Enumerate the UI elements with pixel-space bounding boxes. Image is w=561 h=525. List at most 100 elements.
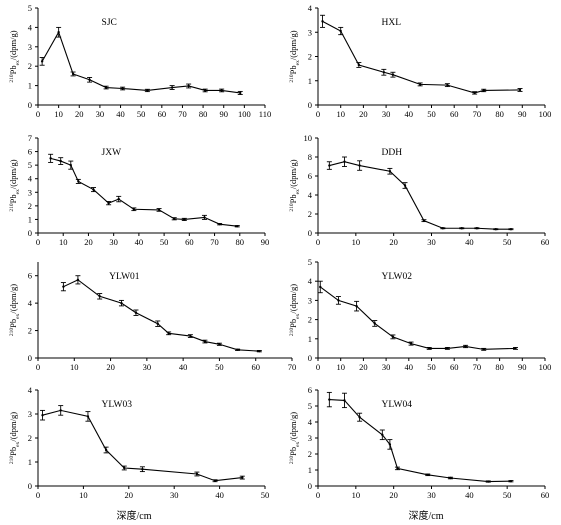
data-point [426,473,429,476]
data-point [337,299,340,302]
x-tick-label: 30 [170,490,179,500]
chart-panel-ylw02: 0 10 20 30 40 50 60 70 80 90 100 0 1 2 3 4 5 210Pbex/(dpm… [288,257,551,372]
x-tick-label: 0 [316,237,320,247]
series-line [41,30,241,94]
y-tick-label: 2 [308,52,312,62]
y-tick-label: 1 [308,465,312,475]
data-point [167,332,170,335]
x-tick-label: 10 [79,490,88,500]
y-tick-label: 7 [28,133,32,143]
data-point [107,201,110,205]
data-point [123,466,126,470]
data-point [482,348,485,351]
data-point [388,443,392,446]
data-point [236,348,239,351]
y-tick-label: 8 [308,152,312,162]
y-tick-label: 3 [308,295,312,305]
y-tick-label: 0 [308,481,312,491]
data-point [132,208,136,211]
y-tick-label: 1 [28,457,32,467]
x-tick-label: 40 [405,362,414,372]
data-point [355,304,358,308]
y-axis-label: 210Pbex/(dpm/g) [288,412,301,464]
y-axis-label-unit: /(dpm/g) [288,159,298,189]
y-axis-label-superscript: 210 [289,74,295,83]
data-point [343,399,346,402]
data-point [41,414,44,417]
y-axis-label-element: Pb [288,65,298,74]
y-tick-label: 2 [308,449,312,459]
data-point [403,184,407,187]
data-point [183,218,186,221]
y-axis-label-unit: /(dpm/g) [8,284,18,314]
x-tick-label: 70 [178,109,187,119]
data-point [514,347,517,350]
data-point [418,83,422,86]
data-point [98,295,101,298]
x-tick-label: 50 [160,237,169,247]
y-axis-label-element: Pb [8,319,18,328]
chart-panel-sjc: 0 10 20 30 40 50 60 70 80 90 100 110 0 1 2 3 4 5 210Pbex/(… [8,3,271,119]
data-point [76,278,80,282]
panel-title: DDH [382,148,403,158]
y-axis-label-superscript: 210 [289,456,295,465]
y-tick-label: 6 [28,271,32,281]
x-tick-label: 50 [503,490,512,500]
series-line [322,20,521,94]
data-point [88,78,91,81]
y-tick-label: 0 [308,100,312,110]
panel-title: YLW04 [382,400,413,410]
x-tick-label: 20 [389,490,398,500]
x-tick-label: 20 [359,109,368,119]
y-tick-label: 3 [308,27,312,37]
data-point [509,228,513,231]
panel-title: HXL [382,18,402,28]
data-point [321,20,324,23]
chart-panel-ylw04: 0 10 20 30 40 50 60 0 1 2 3 4 5 6 210Pbex/(dpm/g) YLW04 [288,385,549,500]
x-tick-label: 60 [541,490,550,500]
y-tick-label: 3 [28,187,32,197]
data-point [441,227,445,230]
x-axis-label-right: 深度/cm [409,509,444,522]
y-axis-label-subscript: ex [295,441,301,446]
y-axis-label-superscript: 210 [9,203,15,212]
data-point [460,227,463,230]
y-tick-label: 1 [308,334,312,344]
x-tick-label: 20 [389,237,398,247]
y-axis-label-subscript: ex [15,313,21,318]
x-tick-label: 30 [143,362,152,372]
data-point [62,285,65,288]
y-tick-label: 0 [28,353,32,363]
data-point [358,416,361,419]
panel-title: JXW [102,148,122,158]
y-tick-label: 10 [304,133,313,143]
data-point [92,188,95,191]
x-tick-label: 90 [518,362,527,372]
y-axis-label: 210Pbex/(dpm/g) [8,30,21,82]
series-line [329,399,511,483]
x-tick-label: 10 [336,109,345,119]
data-point [473,91,476,95]
data-point [71,72,75,76]
data-point [396,467,399,470]
x-tick-label: 60 [185,237,194,247]
series-line [63,279,260,352]
x-tick-label: 10 [59,237,68,247]
data-point [195,472,199,476]
x-tick-label: 30 [382,109,391,119]
chart-panel-hxl: 0 10 20 30 40 50 60 70 80 90 100 0 1 2 3 4 210Pbex/(dpm/… [288,3,551,119]
y-tick-label: 1 [28,81,32,91]
x-tick-label: 50 [503,237,512,247]
panel-title: YLW02 [382,272,413,282]
data-point [449,476,452,480]
x-tick-label: 60 [541,237,550,247]
data-point [446,347,449,350]
x-tick-label: 40 [465,237,474,247]
y-tick-label: 4 [28,298,33,308]
x-tick-label: 50 [137,109,146,119]
data-point [509,480,513,483]
y-tick-label: 4 [28,385,33,395]
x-tick-label: 0 [316,490,320,500]
